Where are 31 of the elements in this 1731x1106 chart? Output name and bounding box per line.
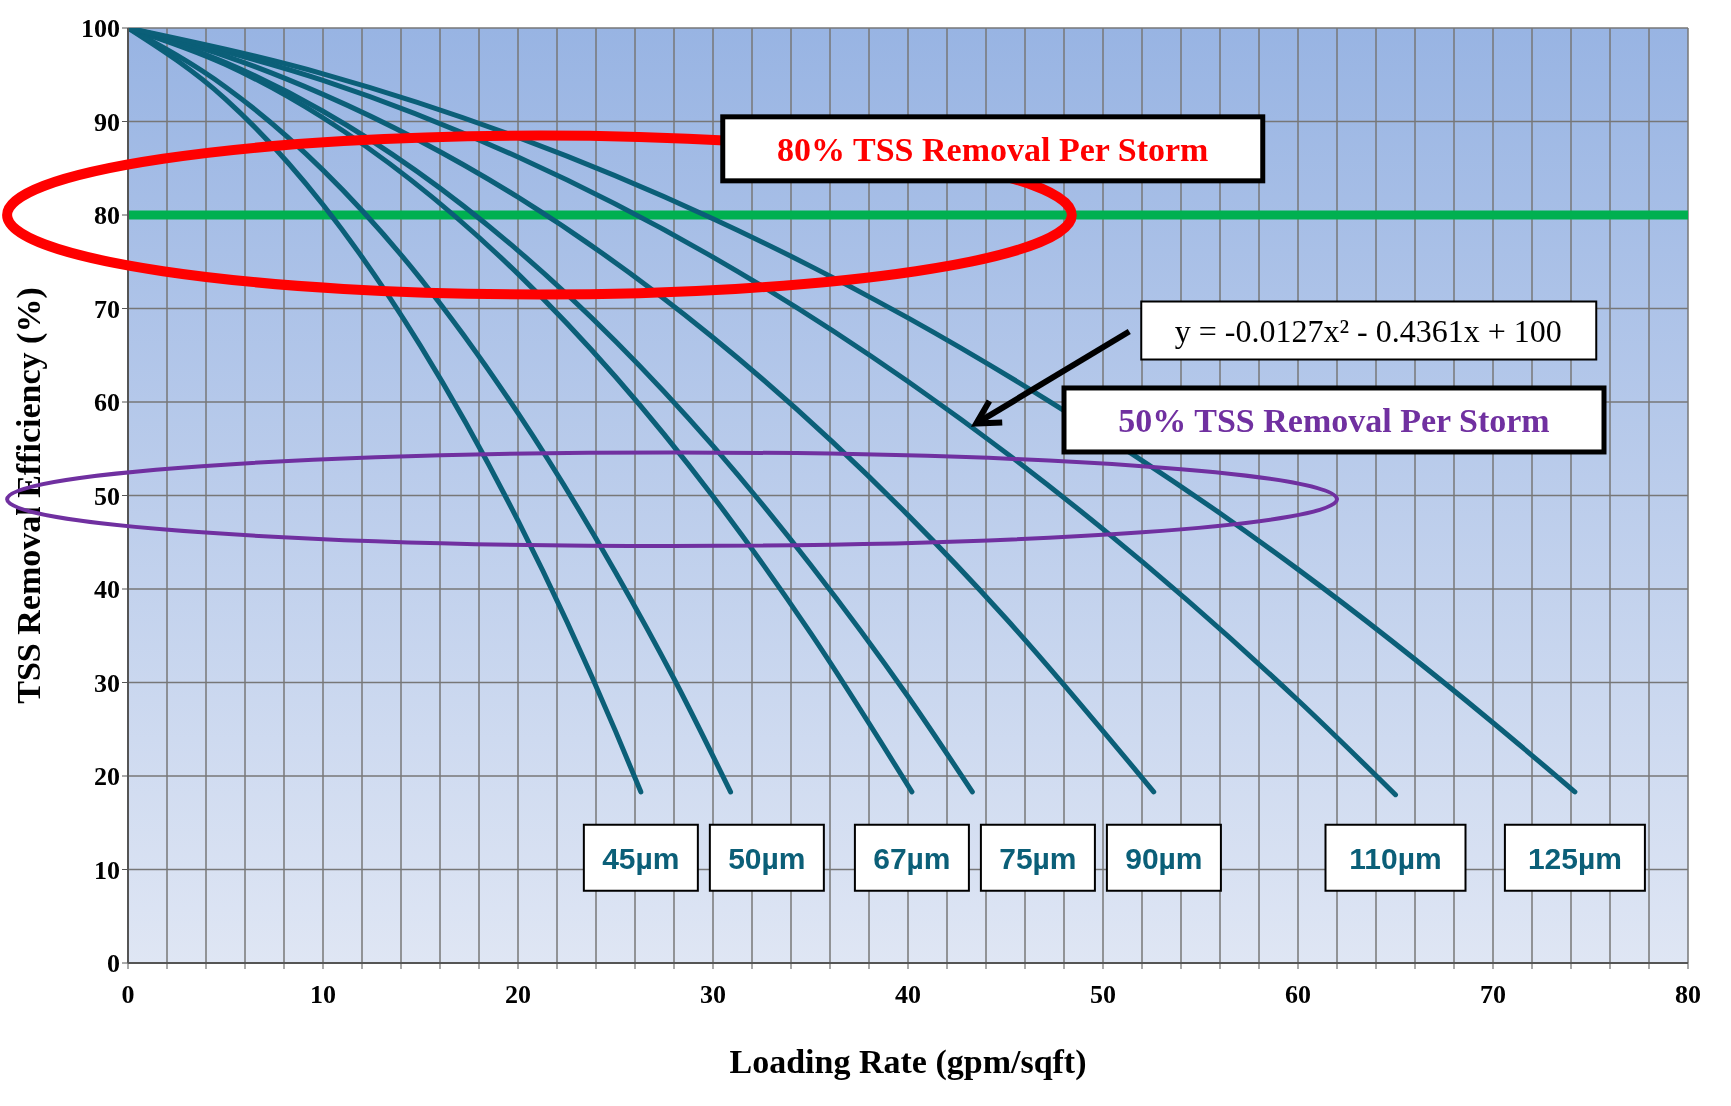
y-tick-label: 40 (94, 575, 120, 605)
text: 110µm (1349, 841, 1442, 875)
text: 45µm (602, 841, 680, 875)
y-tick-label: 90 (94, 107, 120, 137)
annotation: y = -0.0127x² - 0.4361x + 100 (1174, 312, 1562, 349)
y-tick-label: 70 (94, 294, 120, 324)
x-axis-title: Loading Rate (gpm/sqft) (729, 1043, 1087, 1081)
x-tick-label: 50 (1090, 980, 1116, 1010)
y-tick-label: 100 (81, 14, 120, 44)
text: 67µm (873, 841, 951, 875)
y-tick-label: 10 (94, 855, 120, 885)
text: 125µm (1527, 841, 1622, 875)
x-tick-label: 40 (895, 980, 921, 1010)
y-axis-title: TSS Removal Efficiency (%) (10, 287, 49, 704)
x-tick-label: 30 (700, 980, 726, 1010)
x-tick-label: 70 (1480, 980, 1506, 1010)
y-tick-label: 30 (94, 668, 120, 698)
annotation: 50% TSS Removal Per Storm (1118, 401, 1550, 439)
x-tick-label: 20 (505, 980, 531, 1010)
x-tick-label: 10 (310, 980, 336, 1010)
y-tick-label: 60 (94, 388, 120, 418)
y-tick-label: 50 (94, 481, 120, 511)
x-tick-label: 80 (1675, 980, 1701, 1010)
annotation: 80% TSS Removal Per Storm (777, 130, 1209, 168)
y-tick-label: 80 (94, 201, 120, 231)
series-label: 75µm (999, 841, 1077, 875)
x-tick-label: 60 (1285, 980, 1311, 1010)
y-tick-label: 0 (107, 949, 120, 979)
y-tick-label: 20 (94, 762, 120, 792)
series-label: 50µm (728, 841, 806, 875)
series-label: 90µm (1125, 841, 1203, 875)
